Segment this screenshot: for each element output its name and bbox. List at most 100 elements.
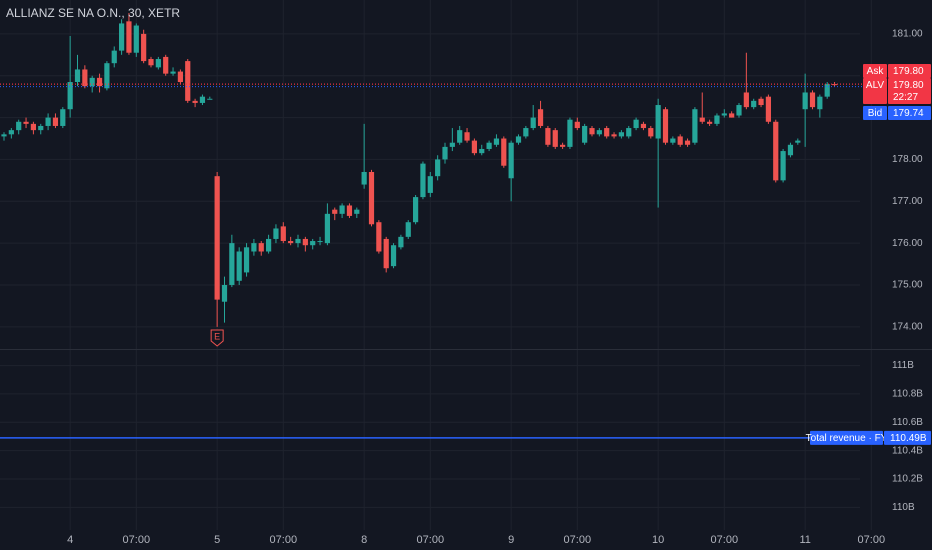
candle-body (699, 117, 705, 122)
candle-body (523, 128, 529, 137)
candle-body (508, 142, 514, 179)
candle-body (449, 142, 455, 147)
candle-body (552, 130, 558, 147)
candle-body (155, 59, 161, 68)
candle-body (824, 84, 830, 97)
candle-body (809, 92, 816, 108)
candle-body (317, 241, 323, 243)
x-tick-label: 9 (508, 534, 514, 546)
candle-body (383, 238, 389, 269)
candle-body (273, 228, 279, 239)
candle-body (214, 176, 220, 300)
price-label-value: 179.80 (893, 80, 924, 91)
earnings-marker (210, 329, 224, 347)
candle-body (133, 25, 139, 53)
candle-body (758, 98, 764, 106)
candle-body (515, 136, 522, 143)
y-tick-label: 110B (892, 502, 915, 513)
candle-body (648, 128, 654, 137)
candle-body (30, 123, 36, 131)
countdown: 22:27 (893, 92, 918, 103)
candle-body (751, 100, 757, 108)
candle-body (530, 117, 536, 129)
candle-body (479, 148, 485, 154)
candle-body (405, 222, 411, 237)
price-label-box (888, 78, 931, 104)
candle-body (82, 69, 88, 87)
candle-body (545, 128, 551, 145)
candle-body (743, 92, 749, 108)
candle-body (52, 117, 59, 126)
x-tick-label: 11 (799, 534, 810, 546)
candle-body (721, 113, 727, 116)
earnings-label: E (214, 331, 220, 341)
candle-body (280, 226, 286, 242)
y-tick-label: 174.00 (892, 321, 923, 332)
candle-body (633, 119, 639, 129)
candle-body (707, 121, 713, 124)
x-tick-label: 07:00 (711, 534, 739, 546)
candle-body (596, 130, 602, 135)
candle-body (266, 238, 272, 252)
candle-body (567, 119, 573, 147)
candle-body (376, 222, 382, 252)
candle-body (1, 134, 7, 137)
price-label-name: ALV (866, 80, 884, 91)
candle-body (420, 163, 426, 198)
candle-body (501, 138, 507, 166)
candle-body (207, 98, 213, 100)
price-label-name: Bid (868, 108, 882, 119)
candle-body (302, 238, 308, 246)
candle-body (582, 125, 588, 143)
candle-body (765, 96, 771, 122)
plot: E (0, 12, 862, 439)
indicator-value: 110.49B (890, 433, 927, 444)
candle-body (692, 109, 698, 143)
candle-body (310, 241, 316, 246)
x-tick-label: 4 (67, 534, 73, 546)
candle-body (802, 92, 808, 110)
candle-body (8, 130, 14, 135)
candle-body (574, 121, 580, 129)
candle-body (486, 142, 492, 149)
x-tick-label: 8 (361, 534, 367, 546)
x-tick-label: 10 (652, 534, 664, 546)
candle-body (170, 71, 176, 74)
candle-body (324, 213, 330, 244)
candle-body (221, 284, 228, 302)
candle-body (626, 128, 632, 137)
candle-body (457, 130, 463, 143)
x-tick-label: 07:00 (270, 534, 298, 546)
candle-body (251, 243, 257, 252)
candle-body (618, 132, 624, 137)
candle-body (236, 251, 242, 281)
candle-body (185, 61, 191, 101)
candle-body (126, 21, 132, 53)
y-tick-label: 178.00 (892, 154, 923, 165)
candle-body (390, 245, 397, 267)
candle-body (780, 151, 786, 181)
candle-body (177, 71, 183, 83)
price-label-name-box (863, 64, 887, 78)
candle-body (111, 50, 117, 64)
candle-body (537, 109, 544, 126)
candle-body (119, 23, 125, 51)
candle-body (493, 138, 500, 145)
candle-body (354, 209, 360, 214)
indicator-value-box (884, 430, 931, 445)
candle-body (736, 105, 742, 116)
candle-body (339, 205, 345, 214)
candle-body (67, 82, 73, 110)
candle-body (413, 197, 419, 223)
candle-body (288, 241, 294, 244)
candle-body (435, 159, 441, 177)
candle-body (611, 134, 617, 137)
chart-title: ALLIANZ SE NA O.N., 30, XETR (6, 6, 180, 20)
price-label-name-box (863, 78, 887, 104)
candle-body (368, 171, 375, 225)
candle-body (104, 63, 110, 89)
y-tick-label: 177.00 (892, 196, 923, 207)
